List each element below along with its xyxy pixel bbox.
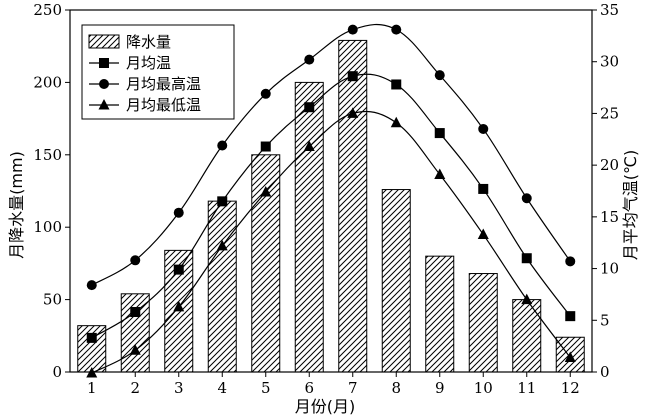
x-tick-label-11: 11 (517, 379, 536, 397)
x-tick-label-5: 5 (261, 379, 271, 397)
point-mean-temp-10 (478, 183, 489, 194)
bar-precipitation-10 (468, 273, 498, 373)
bar-precipitation-4 (207, 200, 237, 373)
legend-label-mean-temp: 月均温 (126, 54, 171, 72)
point-mean-temp-8 (391, 79, 402, 90)
y-left-tick-label-100: 100 (33, 218, 62, 236)
point-mean-temp-5 (260, 141, 271, 152)
point-mean-temp-7 (347, 71, 358, 82)
bar-precipitation-11 (512, 299, 542, 373)
axes: 1 2 3 4 5 6 7 8 9 10 11 120501001502002500510152025… (33, 1, 619, 397)
point-max-temp-8 (391, 24, 402, 35)
legend-label-precipitation: 降水量 (126, 33, 171, 51)
x-tick-label-4: 4 (217, 379, 227, 397)
x-axis-title: 月份(月) (295, 397, 356, 416)
bar-precipitation-9 (425, 255, 455, 373)
point-min-temp-5 (260, 186, 272, 197)
y-left-tick-label-200: 200 (33, 73, 62, 91)
legend: 降水量 月均温 月均最高温 月均最低温 (81, 24, 235, 120)
point-min-temp-10 (477, 228, 489, 239)
point-mean-temp-12 (565, 311, 576, 322)
x-tick-label-1: 1 (87, 379, 97, 397)
x-tick-label-3: 3 (174, 379, 184, 397)
point-max-temp-5 (260, 88, 271, 99)
x-tick-label-7: 7 (348, 379, 358, 397)
point-max-temp-6 (304, 54, 315, 65)
point-min-temp-4 (216, 239, 228, 251)
point-max-temp-7 (347, 24, 358, 35)
point-max-temp-9 (434, 70, 445, 81)
x-tick-label-6: 6 (304, 379, 314, 397)
point-min-temp-3 (173, 300, 185, 312)
x-tick-label-12: 12 (561, 379, 580, 397)
y-right-tick-label-30: 30 (600, 53, 619, 71)
point-min-temp-6 (303, 140, 315, 152)
bar-precipitation-6 (294, 81, 324, 373)
point-mean-temp-3 (173, 264, 184, 275)
bar-precipitation-7 (338, 39, 368, 373)
y-right-tick-label-10: 10 (600, 260, 619, 278)
y-axis-left-title: 月降水量(mm) (7, 151, 26, 259)
y-right-tick-label-5: 5 (600, 311, 610, 329)
legend-marker-square (99, 58, 109, 68)
point-min-temp-7 (347, 107, 359, 118)
point-max-temp-11 (521, 193, 532, 204)
y-left-tick-label-50: 50 (43, 291, 62, 309)
legend-marker-triangle (98, 99, 110, 110)
point-mean-temp-6 (304, 102, 315, 113)
y-axis-right-title: 月平均气温(℃) (621, 150, 640, 260)
point-min-temp-11 (521, 293, 533, 305)
point-max-temp-2 (130, 255, 141, 266)
y-left-tick-label-150: 150 (33, 146, 62, 164)
y-right-tick-label-35: 35 (600, 1, 619, 19)
legend-marker-circle (99, 79, 109, 89)
point-max-temp-12 (565, 256, 576, 267)
bar-precipitation-2 (120, 293, 150, 373)
y-right-tick-label-15: 15 (600, 208, 619, 226)
bar-precipitation-8 (381, 189, 411, 373)
legend-label-min-temp: 月均最低温 (126, 96, 201, 114)
plot-frame (69, 9, 593, 373)
point-max-temp-10 (478, 123, 489, 134)
y-right-tick-label-20: 20 (600, 156, 619, 174)
point-max-temp-3 (173, 207, 184, 218)
point-max-temp-1 (86, 280, 97, 291)
y-left-tick-label-250: 250 (33, 1, 62, 19)
x-tick-label-2: 2 (130, 379, 140, 397)
point-min-temp-12 (564, 351, 576, 363)
point-mean-temp-4 (217, 196, 228, 207)
point-mean-temp-11 (521, 253, 532, 264)
point-mean-temp-9 (434, 128, 445, 139)
plot-area (77, 23, 585, 378)
y-right-tick-label-25: 25 (600, 104, 619, 122)
line-min-temp (91, 110, 571, 374)
x-tick-label-8: 8 (391, 379, 401, 397)
point-min-temp-2 (129, 344, 141, 355)
x-tick-label-10: 10 (474, 379, 493, 397)
legend-swatch-precipitation (88, 34, 120, 49)
point-max-temp-4 (217, 140, 228, 151)
point-mean-temp-1 (86, 332, 97, 343)
y-right-tick-label-0: 0 (600, 363, 610, 381)
point-mean-temp-2 (130, 307, 141, 318)
y-left-tick-label-0: 0 (52, 363, 62, 381)
legend-label-max-temp: 月均最高温 (126, 75, 201, 93)
point-min-temp-8 (390, 116, 402, 128)
x-tick-label-9: 9 (435, 379, 445, 397)
point-min-temp-9 (434, 168, 446, 179)
